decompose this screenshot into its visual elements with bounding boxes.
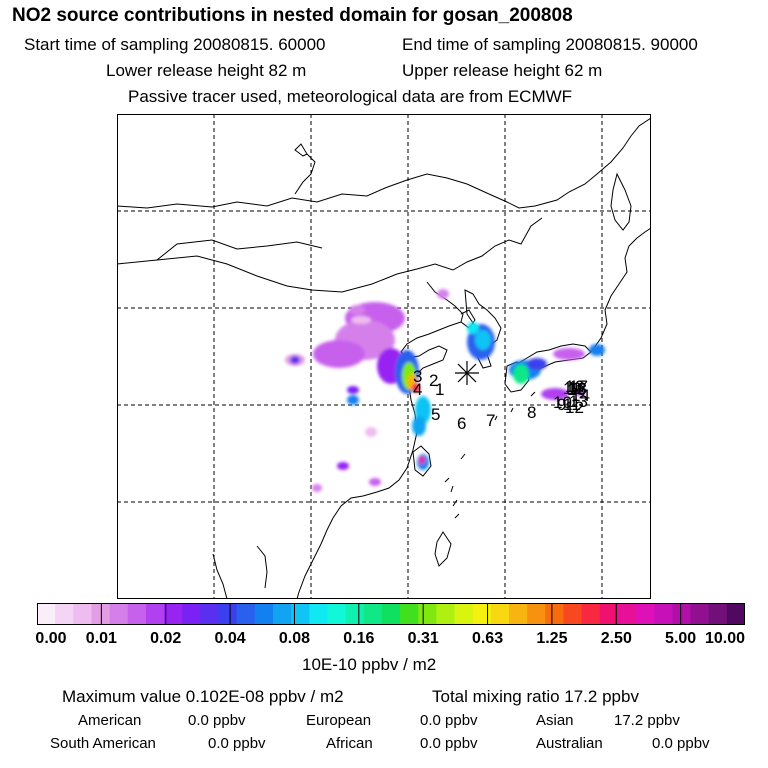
colorbar-tick-label: 1.25 [536, 630, 568, 647]
tracer-note: Passive tracer used, meteorological data… [128, 87, 573, 106]
lower-release-label: Lower release height 82 m [106, 61, 307, 80]
source-label-18: 18 [568, 379, 587, 398]
source-label-16: 16 [565, 377, 584, 396]
colorbar-cell [726, 603, 745, 625]
region-european-label: European [306, 712, 372, 729]
maximum-value: Maximum value 0.102E-08 ppbv / m2 [62, 687, 344, 706]
colorbar-tick-label: 0.02 [150, 630, 182, 647]
region-american-value: 0.0 ppbv [188, 712, 246, 729]
map-frame [117, 114, 651, 599]
source-label-5: 5 [431, 405, 440, 424]
source-label-17: 17 [569, 377, 588, 396]
colorbar-cell [218, 603, 238, 625]
colorbar-cell [273, 603, 292, 625]
region-african-value: 0.0 ppbv [420, 735, 478, 752]
region-south-american-value: 0.0 ppbv [208, 735, 266, 752]
colorbar-cell [309, 603, 328, 625]
colorbar-cell [490, 603, 510, 625]
colorbar-cell [345, 603, 365, 625]
region-australian-value: 0.0 ppbv [652, 735, 710, 752]
region-african-label: African [326, 735, 373, 752]
source-label-14: 14 [571, 386, 590, 405]
colorbar-tick-label: 2.50 [600, 630, 632, 647]
colorbar-cell [708, 603, 728, 625]
colorbar-cell [400, 603, 419, 625]
colorbar-cell [672, 603, 692, 625]
colorbar-cell [381, 603, 401, 625]
colorbar-cell [109, 603, 129, 625]
source-label-1: 1 [435, 380, 444, 399]
source-label-13: 13 [569, 392, 588, 411]
colorbar-cell [37, 603, 56, 625]
colorbar-cell [127, 603, 147, 625]
colorbar-cell [617, 603, 637, 625]
region-european-value: 0.0 ppbv [420, 712, 478, 729]
colorbar-cell [200, 603, 220, 625]
colorbar-cell [291, 603, 310, 625]
lat-lon-grid [117, 114, 651, 599]
colorbar-tick-label: 0.01 [85, 630, 117, 647]
colorbar-tick-label: 10.00 [704, 630, 746, 647]
receptor-asterisk-marker [455, 361, 479, 385]
colorbar-cell [182, 603, 201, 625]
colorbar-cell [472, 603, 492, 625]
colorbar-cell [636, 603, 655, 625]
end-time-label: End time of sampling 20080815. 90000 [402, 35, 698, 54]
source-label-8: 8 [527, 403, 536, 422]
source-label-2: 2 [429, 371, 438, 390]
colorbar-cell [454, 603, 474, 625]
colorbar-cell [91, 603, 111, 625]
start-time-label: Start time of sampling 20080815. 60000 [24, 35, 326, 54]
colorbar-cell [55, 603, 74, 625]
colorbar-tick-label: 0.04 [214, 630, 246, 647]
colorbar-tick-label: 5.00 [665, 630, 697, 647]
map-panel: 1 2 3 4 5 6 7 8 9 10 11 12 13 14 15 16 1… [117, 114, 651, 599]
upper-release-label: Upper release height 62 m [402, 61, 603, 80]
colorbar-tick-label: 0.31 [407, 630, 439, 647]
region-asian-label: Asian [536, 712, 574, 729]
source-label-7: 7 [486, 411, 495, 430]
concentration-field [285, 289, 605, 492]
colorbar-cell [654, 603, 673, 625]
colorbar-cell [254, 603, 274, 625]
colorbar [37, 603, 745, 625]
source-label-10: 10 [553, 393, 572, 412]
region-asian-value: 17.2 ppbv [614, 712, 680, 729]
region-american-label: American [78, 712, 142, 729]
colorbar-tick-label: 0.08 [278, 630, 311, 647]
colorbar-units: 10E-10 ppbv / m2 [302, 655, 437, 674]
colorbar-cell [690, 603, 710, 625]
colorbar-cell [545, 603, 564, 625]
colorbar-cell [527, 603, 546, 625]
colorbar-cell [73, 603, 92, 625]
colorbar-tick-label: 0.00 [35, 630, 67, 647]
source-label-19: 19 [563, 379, 582, 398]
source-label-3: 3 [413, 367, 422, 386]
source-label-15: 15 [567, 380, 586, 399]
colorbar-cell [418, 603, 437, 625]
total-mixing-ratio: Total mixing ratio 17.2 ppbv [432, 687, 639, 706]
colorbar-cell [236, 603, 256, 625]
colorbar-cell [145, 603, 165, 625]
colorbar-cell [563, 603, 583, 625]
colorbar-cell [581, 603, 601, 625]
source-label-12: 12 [565, 398, 584, 417]
region-south-american-label: South American [50, 735, 156, 752]
colorbar-cell [509, 603, 528, 625]
colorbar-cell [327, 603, 347, 625]
source-label-9: 9 [557, 395, 566, 414]
source-label-4: 4 [413, 380, 422, 399]
colorbar-cell [436, 603, 456, 625]
source-label-6: 6 [457, 414, 466, 433]
colorbar-cells [37, 603, 745, 625]
source-labels: 1 2 3 4 5 6 7 8 9 10 11 12 13 14 15 16 1… [413, 367, 590, 433]
colorbar-cell [363, 603, 383, 625]
colorbar-cell [599, 603, 619, 625]
colorbar-cell [164, 603, 183, 625]
region-australian-label: Australian [536, 735, 603, 752]
colorbar-tick-label: 0.63 [471, 630, 504, 647]
chart-title: NO2 source contributions in nested domai… [12, 5, 573, 26]
source-label-11: 11 [563, 395, 581, 414]
colorbar-tick-label: 0.16 [343, 630, 375, 647]
